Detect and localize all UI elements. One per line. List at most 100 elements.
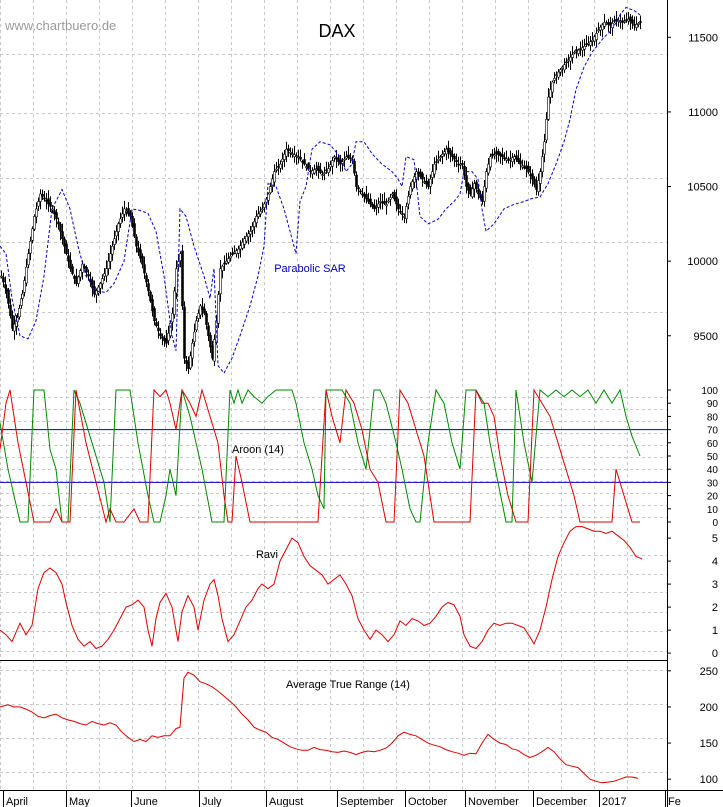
price-candle xyxy=(69,259,72,269)
price-candle xyxy=(217,294,220,324)
price-candle xyxy=(569,56,572,62)
price-candle xyxy=(511,157,514,162)
price-candle xyxy=(97,286,100,294)
price-candle xyxy=(331,160,334,167)
price-candle xyxy=(573,51,576,54)
price-candle xyxy=(143,264,146,274)
price-candle xyxy=(153,308,156,322)
price-candle xyxy=(433,163,436,175)
price-candle xyxy=(343,158,346,161)
price-candle xyxy=(503,157,506,159)
parabolic-sar-line xyxy=(0,6,641,375)
y-tick-label: 10500 xyxy=(687,182,718,194)
price-candle xyxy=(209,335,212,348)
price-candle xyxy=(179,253,182,261)
price-candle xyxy=(319,169,322,173)
price-candle xyxy=(507,159,510,161)
price-candle xyxy=(193,331,196,343)
price-candle xyxy=(67,255,70,262)
price-candle xyxy=(461,163,464,165)
price-candle xyxy=(201,306,204,310)
y-tick-label: 5 xyxy=(712,533,718,545)
price-candle xyxy=(103,273,106,277)
price-candle xyxy=(531,173,534,180)
price-candle xyxy=(249,231,252,235)
price-candle xyxy=(281,158,284,163)
price-candle xyxy=(353,160,356,174)
price-candle xyxy=(199,305,202,316)
price-candle xyxy=(39,193,42,202)
price-candle xyxy=(165,338,168,344)
price-candle xyxy=(285,148,288,157)
price-candle xyxy=(227,258,230,263)
price-candle xyxy=(225,260,228,264)
y-tick-label: 150 xyxy=(700,738,718,750)
price-candle xyxy=(337,157,340,162)
y-tick-label: 10 xyxy=(707,505,719,516)
price-candle xyxy=(261,208,264,211)
price-candle xyxy=(171,313,174,323)
price-candle xyxy=(565,61,568,64)
gridlines xyxy=(0,0,667,790)
price-candle xyxy=(2,277,5,283)
price-candle xyxy=(287,148,290,152)
price-candle xyxy=(35,208,38,218)
price-candle xyxy=(551,81,554,93)
y-tick-label: 11000 xyxy=(688,107,718,119)
price-candle xyxy=(241,241,244,249)
price-candle xyxy=(65,243,68,254)
price-candle xyxy=(207,325,210,337)
price-candle xyxy=(387,200,390,203)
price-candle xyxy=(37,201,40,207)
ravi-title: Ravi xyxy=(256,549,278,561)
price-candle xyxy=(475,181,478,190)
price-candle xyxy=(421,173,424,180)
price-candle xyxy=(393,191,396,200)
price-candle xyxy=(85,267,88,273)
price-candle xyxy=(167,332,170,341)
price-candle xyxy=(229,255,232,259)
price-candle xyxy=(537,180,540,192)
price-candle xyxy=(437,158,440,161)
price-panel xyxy=(0,6,642,375)
price-candle xyxy=(395,196,398,205)
price-candle xyxy=(115,231,118,237)
price-candle xyxy=(357,187,360,190)
month-label: June xyxy=(134,796,158,807)
price-candle xyxy=(43,197,46,200)
aroon-title: Aroon (14) xyxy=(232,444,284,456)
price-candle xyxy=(257,213,260,217)
price-candle xyxy=(47,198,50,205)
price-candle xyxy=(369,198,372,205)
y-tick-label: 100 xyxy=(701,386,718,397)
price-candle xyxy=(5,288,8,292)
price-candle xyxy=(617,20,620,22)
price-candle xyxy=(637,23,640,25)
price-candle xyxy=(127,208,130,215)
month-label: November xyxy=(468,796,519,807)
price-candle xyxy=(191,342,194,359)
price-candle xyxy=(521,165,524,168)
price-candle xyxy=(359,190,362,193)
price-candle xyxy=(493,154,496,157)
price-candle xyxy=(435,161,438,163)
price-candle xyxy=(527,166,530,173)
price-candle xyxy=(159,333,162,337)
price-candle xyxy=(553,78,556,81)
y-tick-label: 10000 xyxy=(687,256,718,268)
price-candle xyxy=(321,174,324,176)
price-candle xyxy=(389,197,392,200)
price-candle xyxy=(149,291,152,302)
watermark: www.chartbuero.de xyxy=(4,18,116,33)
price-candle xyxy=(347,154,350,158)
month-label: Fe xyxy=(668,796,681,807)
price-candle xyxy=(197,313,200,319)
price-candle xyxy=(397,203,400,210)
y-tick-label: 200 xyxy=(700,702,718,714)
price-candle xyxy=(263,203,266,208)
price-candle xyxy=(639,21,642,23)
price-candle xyxy=(71,266,74,274)
price-candle xyxy=(383,200,386,204)
price-candle xyxy=(577,49,580,54)
price-candle xyxy=(253,221,256,227)
